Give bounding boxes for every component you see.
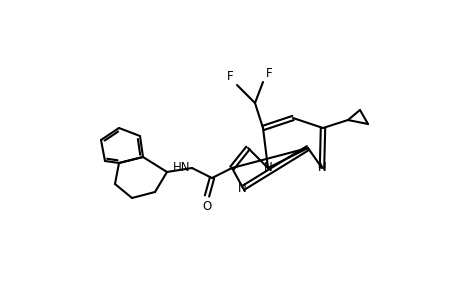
Text: F: F xyxy=(265,67,272,80)
Text: N: N xyxy=(237,182,246,194)
Text: O: O xyxy=(202,200,211,213)
Text: N: N xyxy=(263,160,272,173)
Text: N: N xyxy=(317,160,326,173)
Text: F: F xyxy=(227,70,234,83)
Text: HN: HN xyxy=(172,160,190,173)
